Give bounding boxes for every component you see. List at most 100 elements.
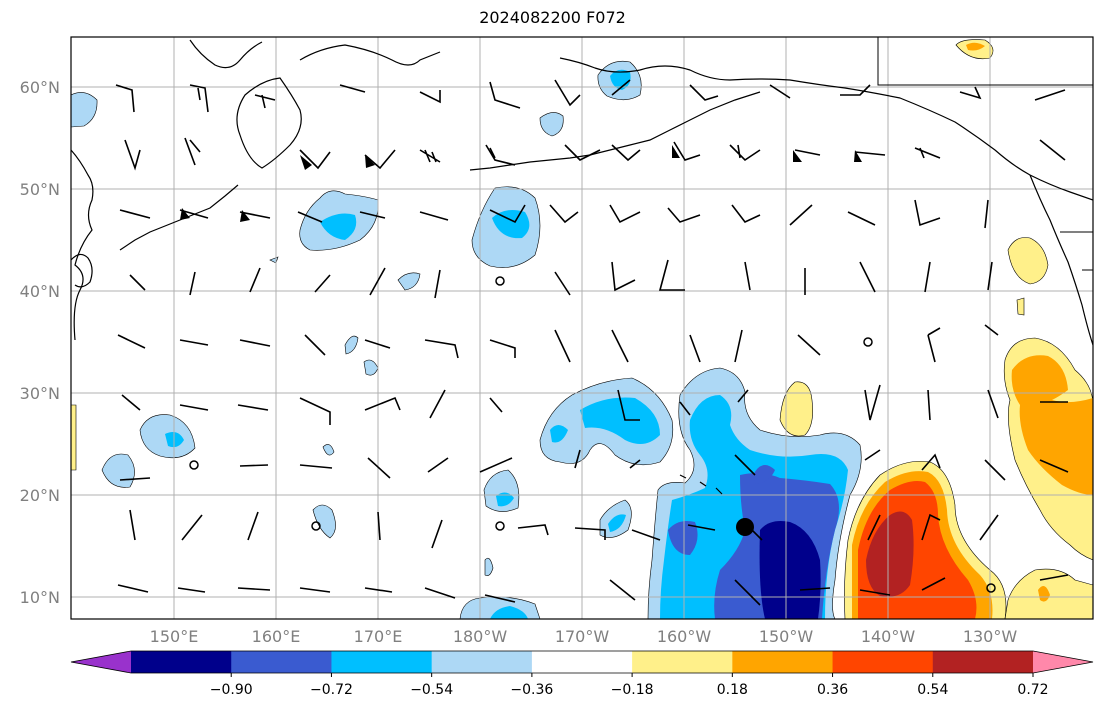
wind-barb bbox=[979, 514, 999, 541]
wind-barb bbox=[611, 329, 629, 363]
wind-flag bbox=[240, 210, 250, 222]
wind-flag bbox=[180, 208, 190, 220]
wind-barb bbox=[424, 587, 456, 599]
wind-barb bbox=[484, 594, 516, 603]
wind-flags bbox=[180, 145, 862, 222]
borders bbox=[877, 37, 1093, 271]
wind-flag bbox=[365, 155, 375, 168]
wind-barb bbox=[129, 274, 146, 291]
wind-barb bbox=[429, 389, 446, 419]
calm-circle bbox=[495, 276, 505, 286]
colorbar-extend-low bbox=[71, 651, 131, 673]
contour-blob bbox=[753, 465, 775, 484]
lon-label: 180°W bbox=[453, 627, 508, 646]
wind-barb bbox=[658, 259, 685, 291]
latitude-labels: 60°N 50°N 40°N 30°N 20°N 10°N bbox=[20, 78, 60, 607]
wind-barb bbox=[119, 209, 151, 219]
wind-barb bbox=[924, 261, 931, 293]
wind-barb bbox=[121, 394, 141, 411]
contour-blob bbox=[496, 492, 514, 507]
colorbar-segment bbox=[531, 651, 633, 673]
wind-barb bbox=[254, 94, 276, 109]
wind-barb bbox=[987, 389, 999, 419]
wind-barb bbox=[179, 339, 209, 346]
wind-flag bbox=[793, 150, 802, 162]
wind-barb bbox=[689, 334, 701, 363]
wind-barb bbox=[859, 261, 876, 293]
calm-circle bbox=[495, 521, 505, 531]
calm-circle bbox=[986, 583, 996, 593]
colorbar-segment bbox=[131, 651, 232, 673]
contour-blob bbox=[492, 210, 530, 239]
wind-barb bbox=[667, 207, 701, 223]
wind-barb bbox=[921, 513, 941, 541]
colorbar-tick-label: −0.36 bbox=[510, 682, 553, 698]
wind-barb bbox=[549, 204, 579, 224]
colorbar-segment bbox=[932, 651, 1034, 673]
coastline-kamchatka bbox=[236, 77, 302, 169]
wind-barb bbox=[554, 271, 571, 296]
colorbar-tick-label: 0.54 bbox=[917, 682, 948, 698]
wind-barb bbox=[297, 211, 323, 223]
lon-label: 140°W bbox=[861, 627, 916, 646]
wind-barb bbox=[959, 86, 982, 100]
wind-barb bbox=[419, 90, 441, 104]
wind-barb bbox=[744, 261, 751, 291]
wind-barb bbox=[631, 529, 661, 541]
colorbar-tick-label: −0.18 bbox=[611, 682, 654, 698]
wind-barb bbox=[921, 577, 946, 591]
wind-barb bbox=[1034, 89, 1066, 101]
wind-barb bbox=[734, 454, 756, 476]
wind-barb bbox=[489, 397, 503, 413]
wind-barb bbox=[609, 579, 636, 601]
wind-barb bbox=[237, 404, 269, 411]
contour-blob bbox=[484, 557, 494, 576]
calm-circle bbox=[189, 460, 199, 470]
wind-barb bbox=[914, 147, 941, 159]
wind-barb bbox=[179, 209, 209, 219]
wind-barb bbox=[239, 464, 269, 467]
wind-barb bbox=[629, 459, 641, 469]
contour-fills bbox=[71, 39, 1093, 619]
contour-blob bbox=[322, 444, 335, 456]
wind-barb bbox=[119, 477, 151, 481]
wind-barb bbox=[247, 511, 259, 541]
wind-barb bbox=[179, 404, 209, 411]
station-marker bbox=[736, 518, 754, 536]
wind-barb bbox=[124, 139, 141, 171]
coastline-japan bbox=[71, 253, 93, 288]
contour-blob bbox=[668, 521, 698, 555]
wind-barb bbox=[239, 339, 271, 347]
wind-barb bbox=[177, 587, 206, 593]
contour-blob bbox=[759, 521, 821, 619]
contour-blob bbox=[1016, 297, 1025, 316]
calm-circle bbox=[311, 521, 321, 531]
wind-barb bbox=[799, 587, 831, 591]
colorbar-tick-label: 0.72 bbox=[1017, 682, 1048, 698]
wind-barb bbox=[847, 211, 876, 226]
colorbar-segment bbox=[832, 651, 934, 673]
lat-label: 40°N bbox=[20, 282, 60, 301]
wind-barb bbox=[564, 144, 601, 161]
wind-barb bbox=[377, 511, 381, 541]
contour-blob bbox=[539, 112, 564, 137]
wind-barb bbox=[489, 339, 516, 358]
wind-barb bbox=[239, 211, 271, 219]
contour-blob bbox=[1011, 355, 1093, 495]
wind-barb bbox=[574, 449, 581, 469]
colorbar-segment bbox=[632, 651, 733, 673]
wind-barb bbox=[1039, 139, 1066, 161]
colorbar-extend-high bbox=[1033, 651, 1093, 673]
wind-barb bbox=[840, 84, 871, 96]
colorbar: −0.90 −0.72 −0.54 −0.36 −0.18 0.18 0.36 0.54 0.7… bbox=[70, 650, 1094, 698]
wind-barb bbox=[117, 334, 146, 349]
colorbar-outline bbox=[70, 650, 1094, 674]
wind-barb bbox=[864, 449, 881, 461]
lon-label: 160°E bbox=[252, 627, 301, 646]
wind-barb bbox=[673, 141, 701, 161]
wind-flag bbox=[672, 145, 680, 158]
wind-barb bbox=[984, 199, 989, 229]
colorbar-tick-label: −0.90 bbox=[210, 682, 253, 698]
wind-barb bbox=[364, 339, 391, 349]
